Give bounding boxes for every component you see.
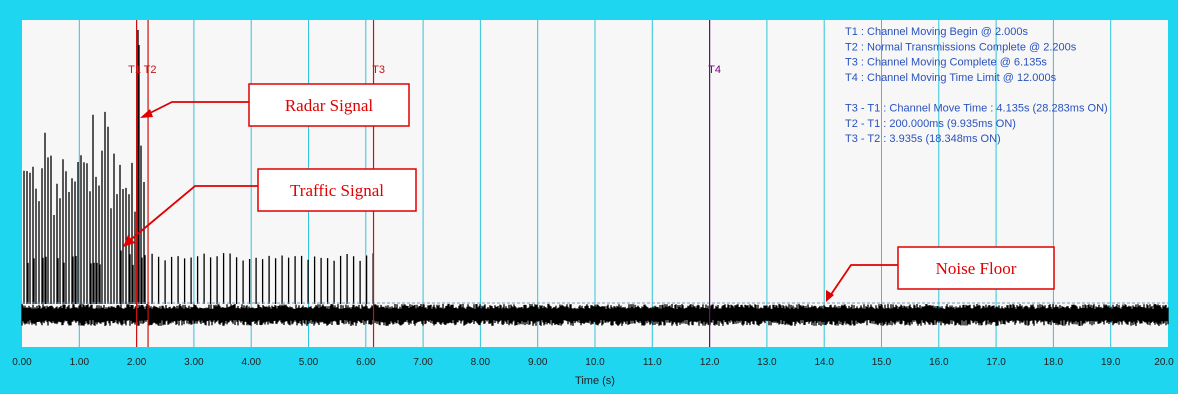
callout-radar: Radar Signal	[140, 83, 410, 127]
time-markers: T1 T2 T3 T4	[128, 20, 721, 347]
x-tick-label: 10.0	[585, 357, 605, 368]
x-tick-label: 18.0	[1044, 357, 1064, 368]
info-line: T1 : Channel Moving Begin @ 2.000s	[845, 26, 1028, 38]
x-tick-label: 14.0	[814, 357, 834, 368]
info-text-block: T1 : Channel Moving Begin @ 2.000s T2 : N…	[845, 26, 1108, 145]
callout-traffic-arrowhead	[123, 235, 135, 247]
marker-label-t2: T2	[144, 64, 157, 76]
signal-trace	[21, 30, 1169, 326]
callout-traffic: Traffic Signal	[123, 168, 417, 247]
x-tick-label: 20.0	[1154, 357, 1174, 368]
x-tick-label: 15.0	[872, 357, 892, 368]
info-line: T2 : Normal Transmissions Complete @ 2.2…	[845, 41, 1077, 53]
callout-noise-arrow	[829, 264, 898, 297]
x-tick-label: 16.0	[929, 357, 949, 368]
info-line: T3 : Channel Moving Complete @ 6.135s	[845, 57, 1047, 69]
x-tick-label: 0.00	[12, 357, 32, 368]
x-tick-label: 19.0	[1101, 357, 1121, 368]
callout-traffic-arrow	[127, 185, 258, 243]
info-line: T2 - T1 : 200.000ms (9.935ms ON)	[845, 118, 1016, 130]
callout-radar-box	[248, 83, 410, 127]
x-tick-label: 2.00	[127, 357, 147, 368]
callout-noise: Noise Floor	[826, 246, 1055, 302]
info-line: T4 : Channel Moving Time Limit @ 12.000s	[845, 72, 1057, 84]
x-tick-label: 5.00	[299, 357, 319, 368]
x-tick-label: 9.00	[528, 357, 548, 368]
callout-noise-arrowhead	[826, 290, 834, 302]
marker-label-t3: T3	[372, 64, 385, 76]
x-tick-labels: 0.00 1.00 2.00 3.00 4.00 5.00 6.00 7.00 8.00 9.00…	[12, 357, 1174, 368]
callout-noise-text: Noise Floor	[936, 259, 1017, 278]
marker-label-t1: T1	[128, 64, 141, 76]
callout-radar-text: Radar Signal	[285, 96, 374, 115]
x-tick-label: 3.00	[184, 357, 204, 368]
x-axis-title: Time (s)	[575, 375, 615, 387]
x-tick-label: 6.00	[356, 357, 376, 368]
x-tick-label: 13.0	[757, 357, 777, 368]
callout-radar-arrow	[145, 101, 249, 116]
x-tick-label: 12.0	[700, 357, 720, 368]
marker-label-t4: T4	[708, 64, 721, 76]
callout-radar-arrowhead	[140, 109, 153, 118]
signal-path	[21, 30, 1169, 326]
x-tick-label: 17.0	[986, 357, 1006, 368]
info-line: T3 - T1 : Channel Move Time : 4.135s (28…	[845, 103, 1108, 115]
x-tick-label: 1.00	[70, 357, 90, 368]
info-line: T3 - T2 : 3.935s (18.348ms ON)	[845, 133, 1001, 145]
callout-traffic-text: Traffic Signal	[290, 181, 384, 200]
grid-lines	[78, 20, 1112, 347]
x-tick-label: 8.00	[471, 357, 491, 368]
callout-traffic-box	[257, 168, 417, 212]
x-tick-label: 7.00	[413, 357, 433, 368]
x-tick-label: 4.00	[241, 357, 261, 368]
x-tick-label: 11.0	[643, 357, 662, 368]
callout-noise-box	[897, 246, 1055, 290]
